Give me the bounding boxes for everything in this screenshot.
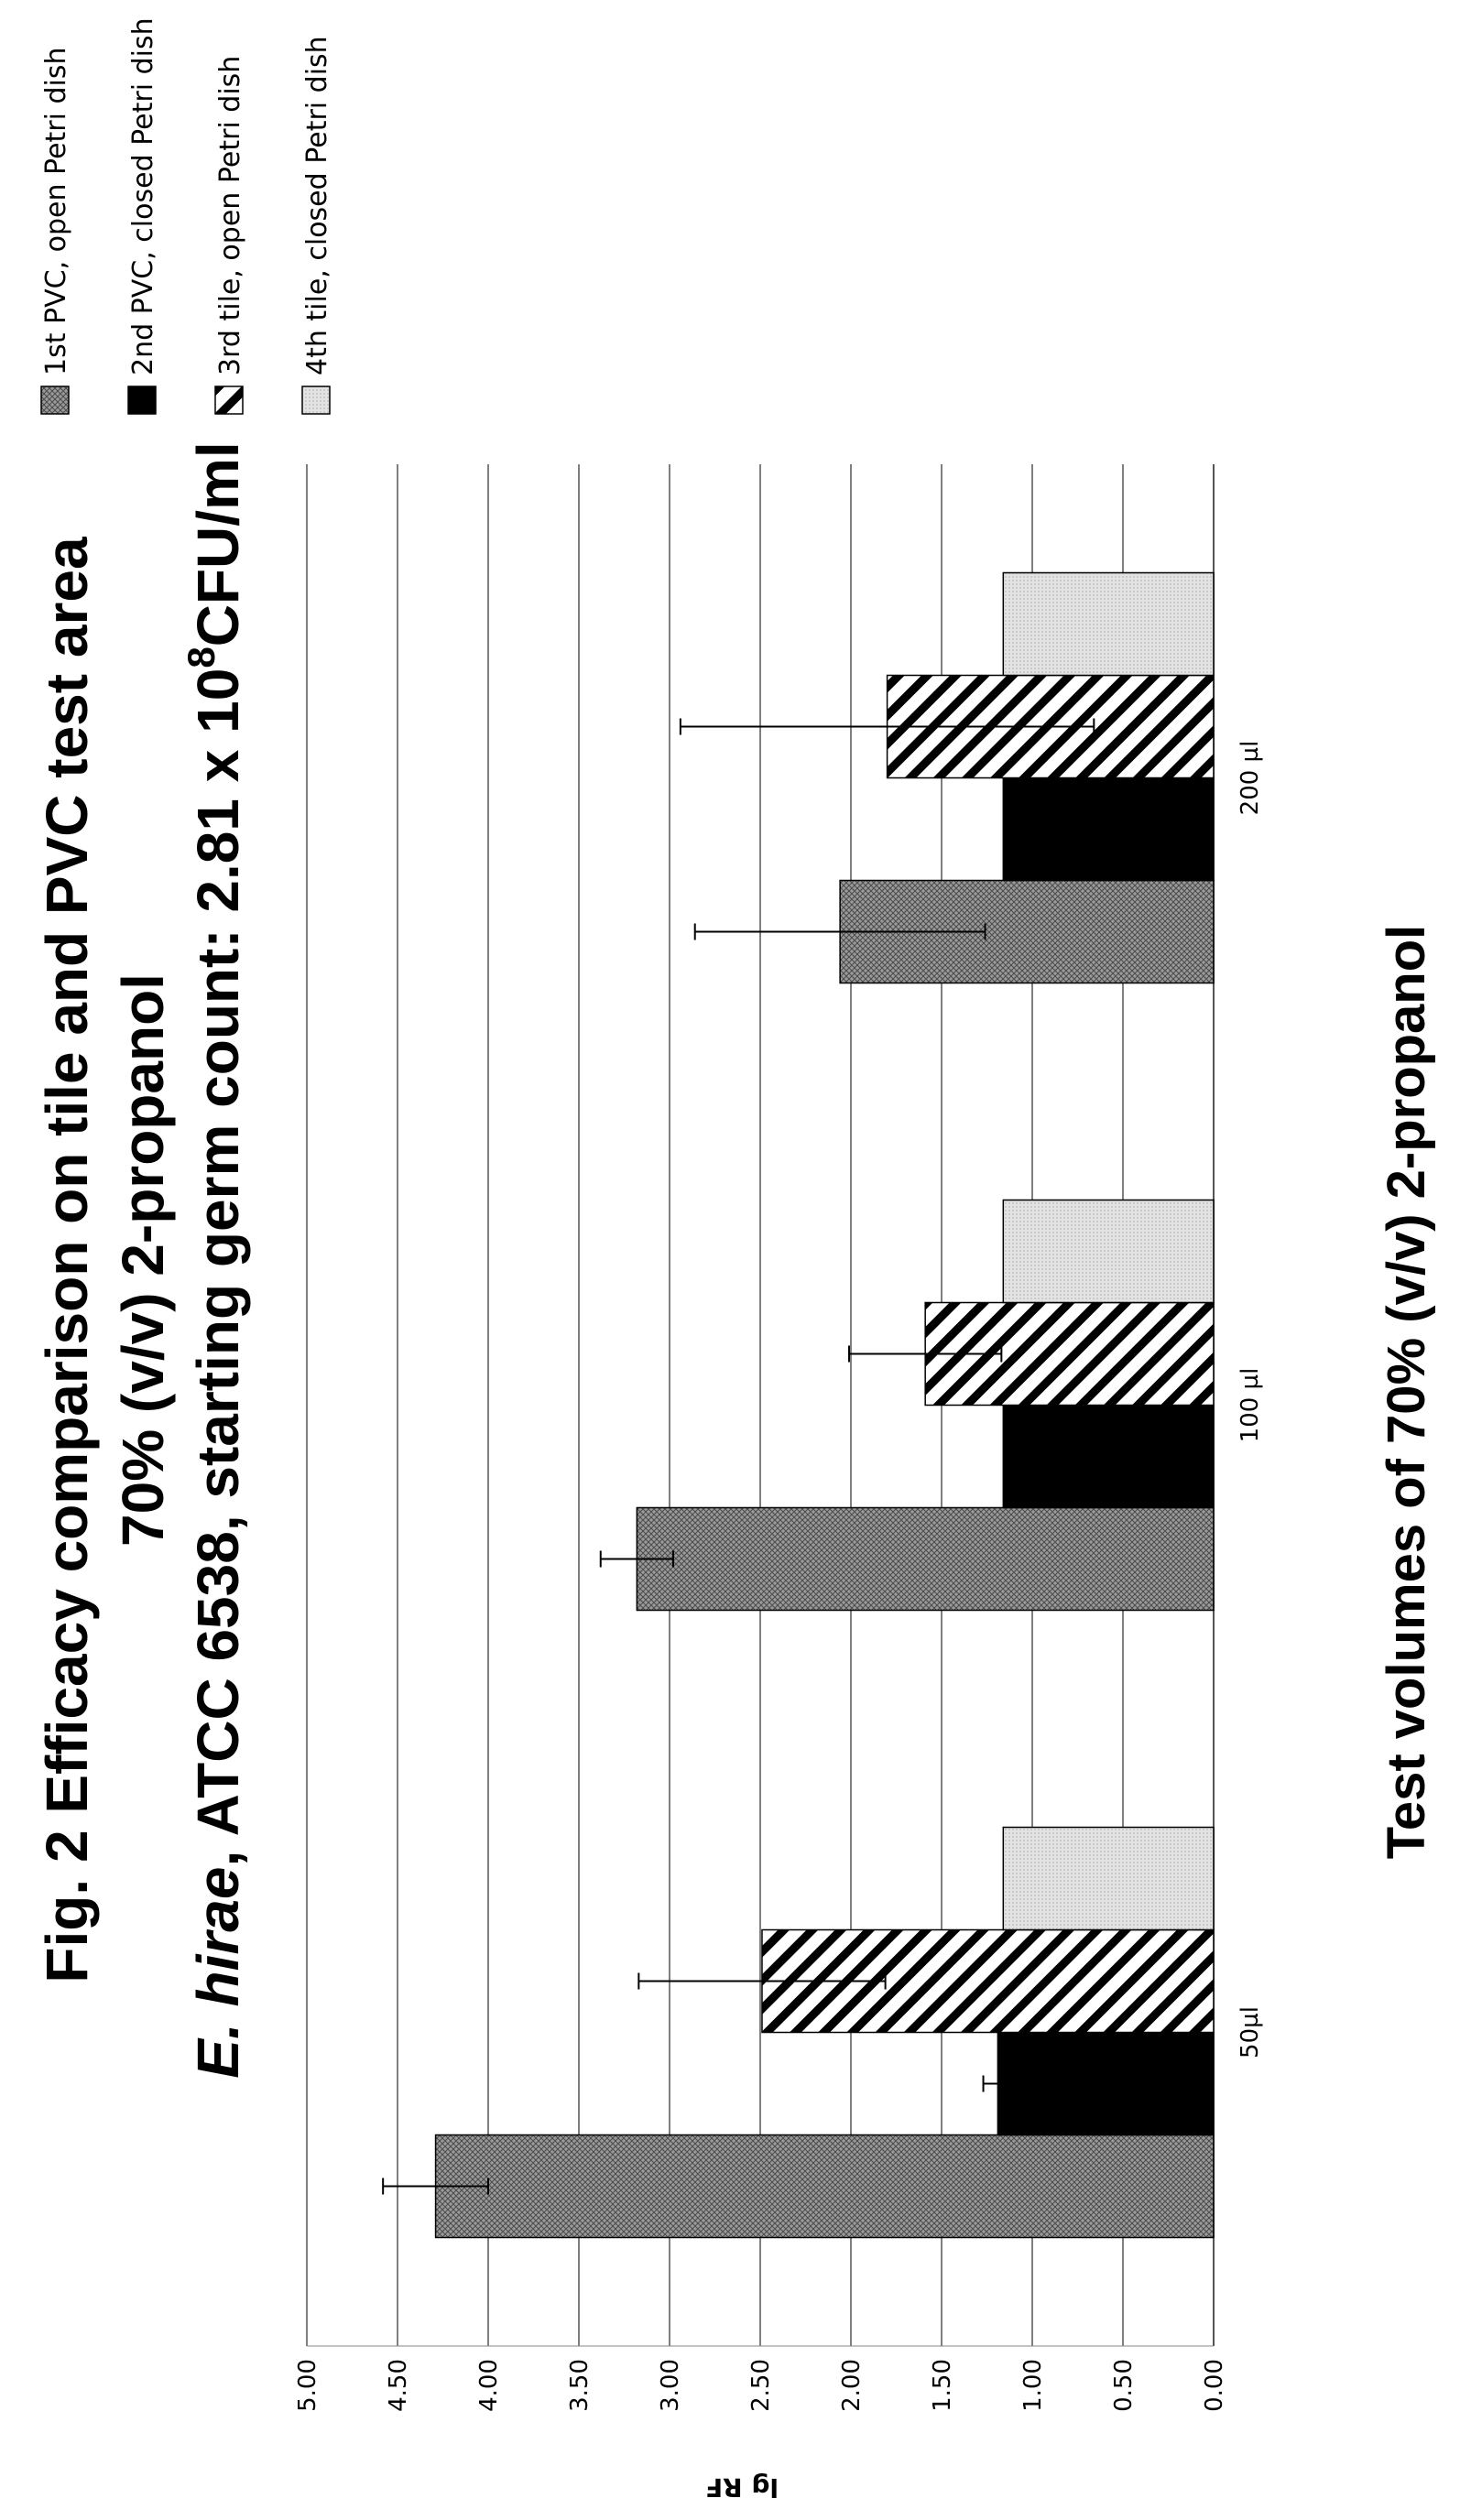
plot-area: 0.00 0.50 1.00 1.50 2.00 2.50 3.00 3.50 4.00 4.50… bbox=[294, 464, 1264, 2412]
legend-label: 4th tile, closed Petri dish bbox=[301, 36, 333, 375]
y-tick-label: 0.50 bbox=[1110, 2359, 1138, 2412]
chart-title-line3: E. hirae, ATCC 6538, starting germ count… bbox=[180, 441, 251, 2078]
legend-swatch bbox=[215, 386, 243, 414]
bar bbox=[1003, 778, 1214, 881]
bar bbox=[1003, 1200, 1214, 1303]
legend-label: 1st PVC, open Petri dish bbox=[40, 47, 72, 375]
legend-swatch bbox=[41, 386, 69, 414]
legend-label: 3rd tile, open Petri dish bbox=[214, 56, 246, 375]
y-tick-label: 2.50 bbox=[747, 2359, 775, 2412]
chart-title-line1: Fig. 2 Efficacy comparison on tile and P… bbox=[34, 537, 100, 1983]
bar bbox=[637, 1508, 1214, 1611]
y-tick-label: 4.50 bbox=[385, 2359, 412, 2412]
legend-label: 2nd PVC, closed Petri dish bbox=[127, 17, 159, 375]
bar bbox=[1003, 1406, 1214, 1508]
y-axis-label: lg RF bbox=[705, 2472, 779, 2503]
bar bbox=[997, 2033, 1214, 2135]
y-tick-label: 4.00 bbox=[475, 2359, 503, 2412]
legend-swatch bbox=[302, 386, 330, 414]
x-axis-label: Test volumes of 70% (v/v) 2-propanol bbox=[1377, 925, 1436, 1860]
x-tick-label: 100 µl bbox=[1237, 1368, 1264, 1443]
y-tick-label: 0.00 bbox=[1201, 2359, 1228, 2412]
y-tick-label: 2.00 bbox=[838, 2359, 866, 2412]
y-tick-label: 3.00 bbox=[657, 2359, 684, 2412]
bar bbox=[1003, 1828, 1214, 1930]
x-tick-label: 50µl bbox=[1237, 2006, 1264, 2058]
y-tick-label: 1.00 bbox=[1019, 2359, 1047, 2412]
chart-title-unit: CFU/ml bbox=[185, 441, 251, 646]
bar bbox=[436, 2135, 1214, 2238]
x-tick-label: 200 µl bbox=[1237, 741, 1264, 816]
y-tick-label: 3.50 bbox=[566, 2359, 594, 2412]
chart-title-exponent: 8 bbox=[180, 646, 223, 668]
chart-title-count: , ATCC 6538, starting germ count: 2.81 x… bbox=[185, 668, 251, 1867]
legend-swatch bbox=[128, 386, 156, 414]
chart-title-organism: E. hirae bbox=[185, 1866, 251, 2078]
chart-title-line2: 70% (v/v) 2-propanol bbox=[110, 973, 176, 1547]
legend: 1st PVC, open Petri dish 2nd PVC, closed … bbox=[40, 17, 333, 414]
y-tick-label: 1.50 bbox=[929, 2359, 956, 2412]
bar bbox=[1003, 573, 1214, 676]
y-tick-label: 5.00 bbox=[294, 2359, 321, 2412]
